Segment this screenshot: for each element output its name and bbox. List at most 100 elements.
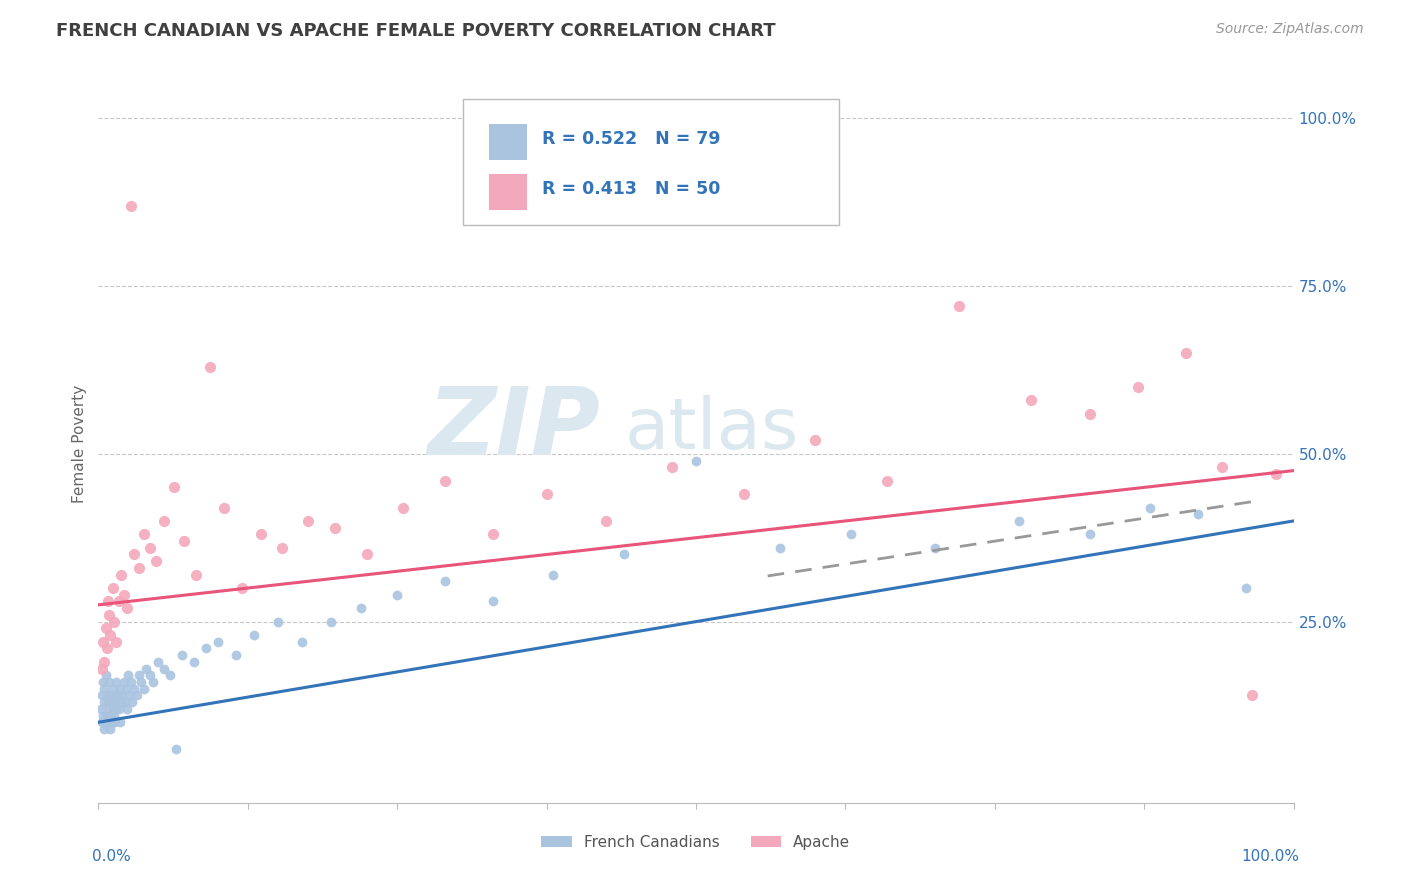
FancyBboxPatch shape [463,99,839,225]
Point [165,742,187,756]
Point [541,567,564,582]
Point [105,634,128,648]
Point [434,474,457,488]
Point [186,567,208,582]
Point [1264,467,1286,481]
Point [434,574,457,589]
Point [112,675,135,690]
Point [93,695,115,709]
Point [94,715,117,730]
Text: R = 0.413   N = 50: R = 0.413 N = 50 [541,180,720,198]
Point [105,675,128,690]
Point [112,588,135,602]
Bar [489,174,527,211]
Point [91,708,114,723]
Point [271,541,294,555]
Point [93,655,115,669]
Point [115,702,138,716]
Point [1019,393,1042,408]
Point [98,689,122,703]
Text: Source: ZipAtlas.com: Source: ZipAtlas.com [1216,22,1364,37]
Point [98,702,121,716]
Point [108,681,131,696]
Text: ZIP: ZIP [427,384,600,475]
Point [98,722,122,736]
Point [321,615,343,629]
Point [91,715,114,730]
Point [104,695,127,709]
Point [107,689,129,703]
Point [125,689,148,703]
Point [132,681,155,696]
Point [96,641,118,656]
Point [121,695,143,709]
Point [768,541,790,555]
Point [97,695,120,709]
Point [1175,346,1198,360]
Point [183,655,205,669]
Text: 0.0%: 0.0% [93,849,131,864]
Point [98,628,122,642]
Point [613,548,636,562]
Point [131,675,153,690]
Point [142,675,165,690]
Point [804,434,827,448]
Point [110,695,132,709]
Point [124,681,146,696]
Point [120,675,142,690]
Point [595,514,617,528]
Point [392,500,415,515]
Point [101,681,124,696]
Point [1080,527,1102,541]
Point [198,359,221,374]
Point [323,521,346,535]
Point [172,648,194,662]
Point [97,715,120,730]
Point [481,594,505,608]
Point [350,601,373,615]
Point [1080,407,1102,421]
Point [103,708,125,723]
Point [291,634,314,648]
Point [101,581,124,595]
Point [153,514,176,528]
Point [948,299,970,313]
Point [1139,500,1161,515]
Point [135,662,157,676]
Point [98,675,121,690]
Point [139,668,162,682]
Point [297,514,319,528]
Bar [489,123,527,161]
Point [97,594,120,608]
Point [139,541,162,555]
Point [1234,581,1257,595]
Point [94,621,117,635]
Point [128,561,150,575]
Point [107,702,129,716]
Text: 100.0%: 100.0% [1241,849,1299,864]
Point [1211,460,1233,475]
Point [110,567,132,582]
Point [243,628,266,642]
Point [733,487,755,501]
Point [195,641,218,656]
Point [96,689,118,703]
Point [1128,380,1150,394]
Text: FRENCH CANADIAN VS APACHE FEMALE POVERTY CORRELATION CHART: FRENCH CANADIAN VS APACHE FEMALE POVERTY… [56,22,776,40]
Y-axis label: Female Poverty: Female Poverty [72,384,87,503]
Point [685,453,707,467]
Point [1240,689,1263,703]
Point [91,634,114,648]
Point [91,675,114,690]
Point [124,548,146,562]
Point [90,702,112,716]
Point [536,487,558,501]
Text: atlas: atlas [624,395,799,464]
Point [225,648,247,662]
Point [114,695,136,709]
Point [101,702,124,716]
Point [385,588,409,602]
Point [103,689,125,703]
Point [145,554,167,568]
Point [1187,507,1209,521]
